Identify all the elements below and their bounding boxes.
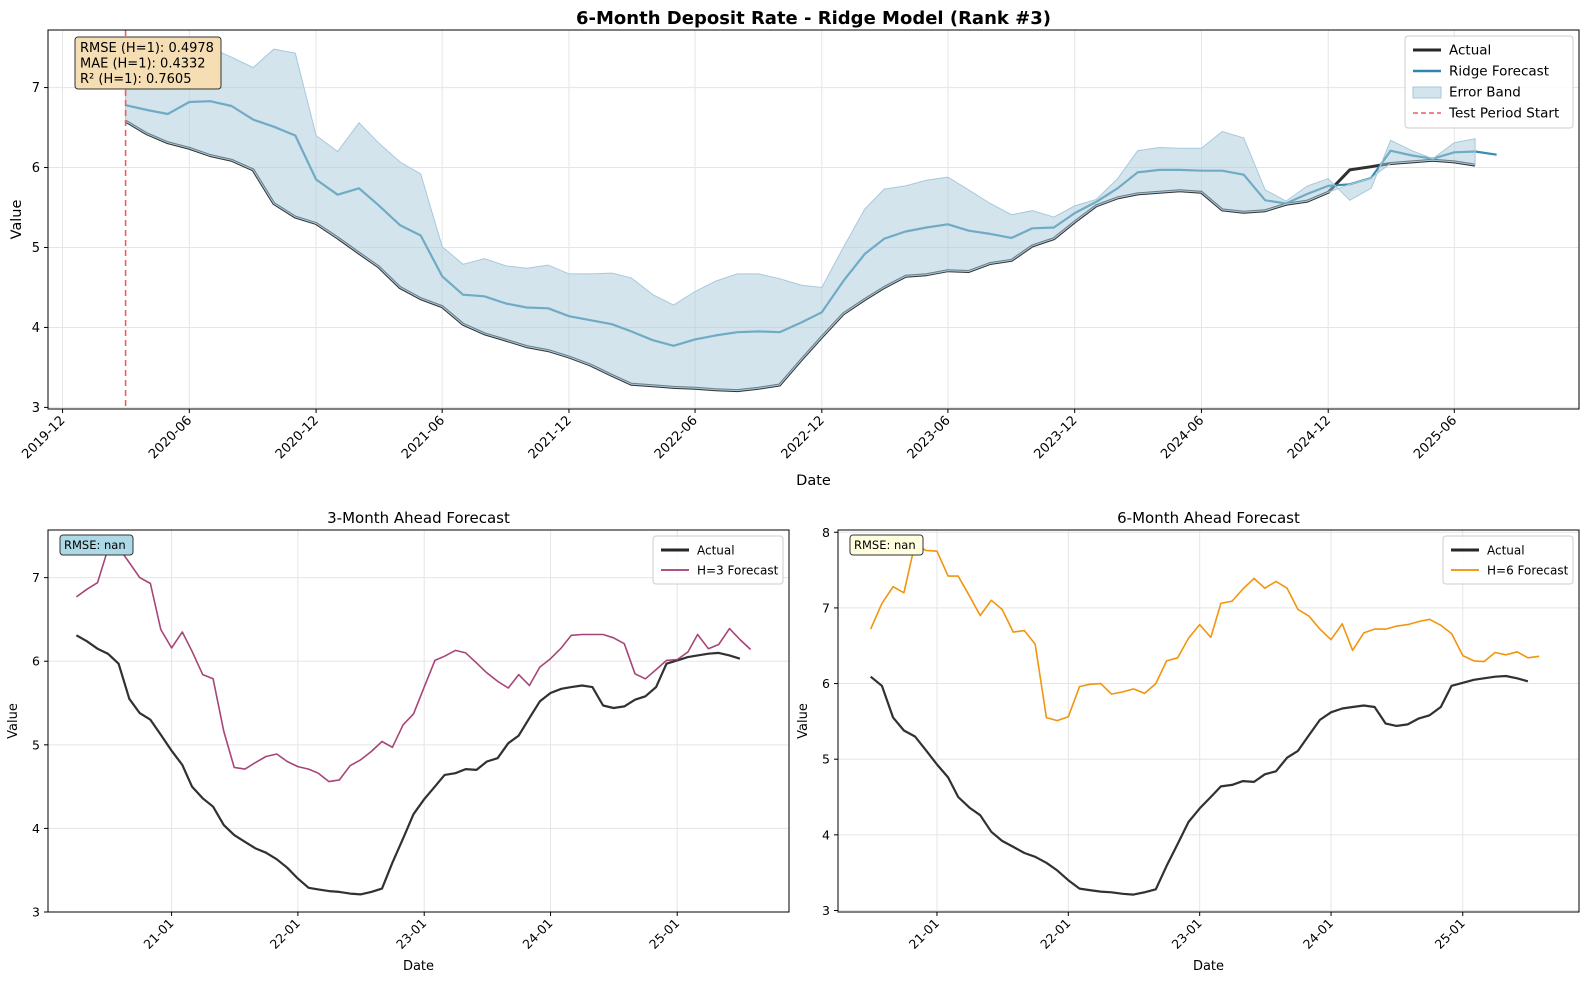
x-tick-label: 23-01 xyxy=(1169,916,1205,952)
metrics-box xyxy=(74,36,222,90)
x-tick-label: 2022-12 xyxy=(779,413,828,462)
axes-frame xyxy=(47,29,1580,410)
rmse-text: RMSE: nan xyxy=(854,538,916,552)
h6-forecast-chart: 21-01 22-01 23-01 24-01 25-01 3 4 5 6 7 8 6-Month A… xyxy=(796,509,1580,974)
legend-label-actual: Actual xyxy=(1449,43,1491,59)
legend-box xyxy=(652,535,784,585)
axes-frame xyxy=(47,529,790,913)
x-tick-label: 2021-06 xyxy=(399,413,448,462)
y-tick-label: 7 xyxy=(32,570,40,585)
legend-swatch-error-band xyxy=(1412,86,1442,99)
series-line-h-6-forecast xyxy=(869,542,1540,722)
metrics-text-line: R² (H=1): 0.7605 xyxy=(80,72,191,87)
metrics-text-line: MAE (H=1): 0.4332 xyxy=(80,57,206,72)
rmse-box xyxy=(849,534,924,556)
h3-forecast-chart: 21-01 22-01 23-01 24-01 25-01 3 4 5 6 7 3-Month Ah… xyxy=(6,509,790,974)
y-tick-label: 6 xyxy=(822,676,830,691)
legend-label-actual: Actual xyxy=(697,544,735,558)
y-tick-label: 7 xyxy=(822,600,830,615)
chart-title: 3-Month Ahead Forecast xyxy=(327,509,510,527)
legend-label-ridge-forecast: Ridge Forecast xyxy=(1449,64,1549,80)
x-tick-label: 2020-12 xyxy=(273,413,322,462)
x-tick-label: 2023-12 xyxy=(1031,413,1080,462)
x-tick-label: 21-01 xyxy=(140,916,176,952)
x-tick-label: 23-01 xyxy=(393,916,429,952)
y-tick-label: 7 xyxy=(32,81,40,96)
legend-label-h-6-forecast: H=6 Forecast xyxy=(1487,564,1569,578)
x-tick-label: 25-01 xyxy=(646,916,682,952)
rmse-text: RMSE: nan xyxy=(64,538,126,552)
series-line-actual xyxy=(75,634,741,896)
x-tick-label: 22-01 xyxy=(1037,916,1073,952)
chart-title: 6-Month Ahead Forecast xyxy=(1117,509,1300,527)
y-tick-label: 5 xyxy=(32,241,40,256)
legend-label-actual: Actual xyxy=(1487,544,1525,558)
y-tick-label: 5 xyxy=(32,737,40,752)
x-tick-label: 2025-06 xyxy=(1411,413,1460,462)
y-tick-label: 3 xyxy=(32,401,40,416)
legend-box xyxy=(1442,535,1574,585)
x-tick-label: 22-01 xyxy=(267,916,303,952)
metrics-text-line: RMSE (H=1): 0.4978 xyxy=(80,41,214,56)
x-tick-label: 2019-12 xyxy=(19,413,68,462)
y-axis-label: Value xyxy=(9,200,25,240)
y-tick-label: 3 xyxy=(822,903,830,918)
y-tick-label: 4 xyxy=(822,827,830,842)
x-tick-label: 2020-06 xyxy=(146,413,195,462)
x-tick-label: 25-01 xyxy=(1432,916,1468,952)
chart-title: 6-Month Deposit Rate - Ridge Model (Rank… xyxy=(576,8,1051,29)
error-band-area xyxy=(125,47,1476,392)
legend-label-test-period-start: Test Period Start xyxy=(1448,106,1559,122)
y-tick-label: 3 xyxy=(32,905,40,920)
rmse-box xyxy=(59,534,134,556)
x-tick-label: 21-01 xyxy=(906,916,942,952)
y-tick-label: 5 xyxy=(822,752,830,767)
x-tick-label: 2021-12 xyxy=(526,413,575,462)
x-axis-label: Date xyxy=(403,959,434,974)
x-tick-label: 2024-06 xyxy=(1158,413,1207,462)
y-tick-label: 6 xyxy=(32,654,40,669)
plot-area xyxy=(838,530,1579,912)
legend-label-error-band: Error Band xyxy=(1449,85,1521,101)
series-line-actual xyxy=(870,674,1529,896)
x-axis-label: Date xyxy=(1193,959,1224,974)
y-tick-label: 4 xyxy=(32,821,40,836)
series-line-h-3-forecast xyxy=(75,546,752,783)
y-tick-label: 6 xyxy=(32,161,40,176)
axes-frame xyxy=(837,529,1580,913)
plot-area xyxy=(48,530,789,912)
y-tick-label: 4 xyxy=(32,321,40,336)
y-tick-label: 8 xyxy=(822,525,830,540)
x-axis-label: Date xyxy=(796,473,831,489)
x-tick-label: 24-01 xyxy=(1300,916,1336,952)
y-axis-label: Value xyxy=(6,703,21,739)
x-tick-label: 2022-06 xyxy=(652,413,701,462)
x-tick-label: 2024-12 xyxy=(1285,413,1334,462)
x-tick-label: 2023-06 xyxy=(905,413,954,462)
main-forecast-chart: 2019-12 2020-06 2020-12 2021-06 2021-12 2022-… xyxy=(9,8,1580,489)
y-axis-label: Value xyxy=(796,703,811,739)
x-tick-label: 24-01 xyxy=(519,916,555,952)
legend-box xyxy=(1404,35,1574,129)
legend-label-h-3-forecast: H=3 Forecast xyxy=(697,564,779,578)
